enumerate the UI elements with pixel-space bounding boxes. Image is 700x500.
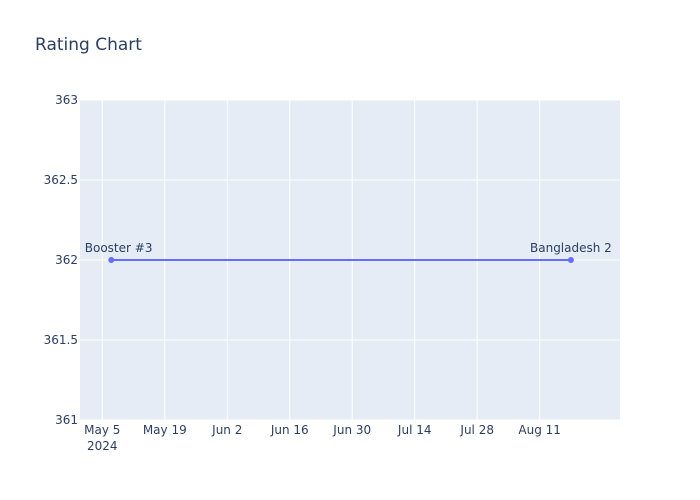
- x-tick-year-label: 2024: [87, 439, 118, 453]
- data-point: [108, 257, 115, 263]
- x-tick-label: Jun 2: [211, 423, 242, 437]
- data-labels: in Booster #3 Bangladesh 2: [70, 241, 612, 255]
- data-point-label: Bangladesh 2: [530, 241, 612, 255]
- chart-title: Rating Chart: [35, 35, 142, 55]
- series-layer: [108, 257, 574, 263]
- data-point: [567, 257, 574, 263]
- x-tick-label: May 19: [143, 423, 187, 437]
- y-axis: 361 361.5 362 362.5 363: [44, 93, 78, 427]
- data-point-label: in Booster #3: [70, 241, 152, 255]
- y-tick-label: 362: [55, 253, 78, 267]
- y-tick-label: 361.5: [44, 333, 78, 347]
- x-tick-label: Aug 11: [518, 423, 561, 437]
- x-tick-label: Jun 30: [332, 423, 371, 437]
- y-tick-label: 362.5: [44, 173, 78, 187]
- y-tick-label: 363: [55, 93, 78, 107]
- x-tick-label: Jun 16: [270, 423, 309, 437]
- y-tick-label: 361: [55, 413, 78, 427]
- x-tick-label: Jul 28: [459, 423, 494, 437]
- x-tick-label: May 5: [84, 423, 120, 437]
- x-tick-label: Jul 14: [397, 423, 432, 437]
- x-axis: May 5 2024 May 19 Jun 2 Jun 16 Jun 30 Jul 14 Ju…: [84, 423, 561, 453]
